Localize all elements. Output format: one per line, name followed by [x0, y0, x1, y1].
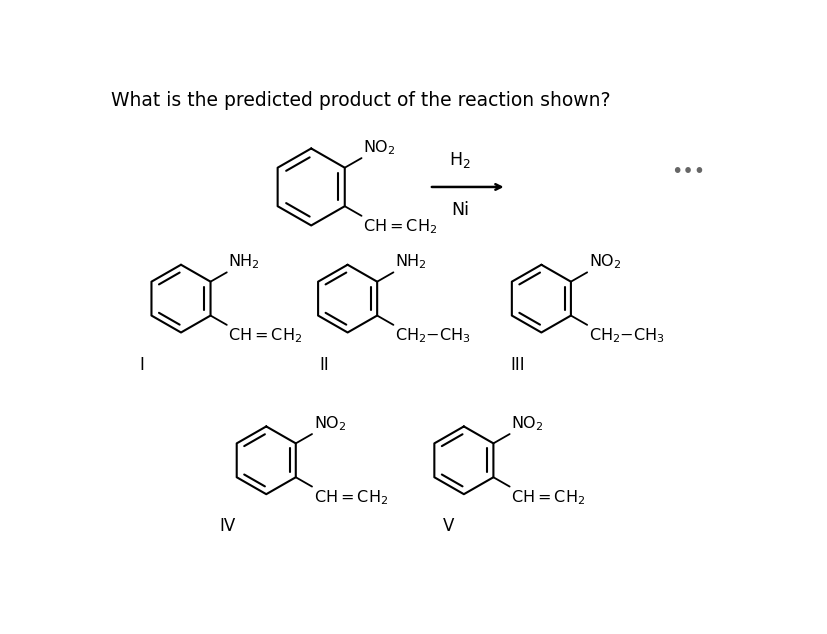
Text: CH$=$CH$_2$: CH$=$CH$_2$: [363, 217, 437, 236]
Text: •••: •••: [671, 162, 705, 181]
Text: CH$=$CH$_2$: CH$=$CH$_2$: [510, 488, 585, 507]
Text: NO$_2$: NO$_2$: [363, 138, 395, 157]
Text: What is the predicted product of the reaction shown?: What is the predicted product of the rea…: [111, 91, 610, 110]
Text: Ni: Ni: [451, 201, 468, 219]
Text: CH$=$CH$_2$: CH$=$CH$_2$: [313, 488, 387, 507]
Text: III: III: [510, 356, 525, 373]
Text: NH$_2$: NH$_2$: [394, 252, 426, 271]
Text: CH$=$CH$_2$: CH$=$CH$_2$: [228, 327, 302, 345]
Text: NH$_2$: NH$_2$: [228, 252, 260, 271]
Text: H$_2$: H$_2$: [448, 150, 471, 170]
Text: II: II: [319, 356, 329, 373]
Text: CH$_2$$-$CH$_3$: CH$_2$$-$CH$_3$: [394, 327, 471, 345]
Text: NO$_2$: NO$_2$: [313, 414, 346, 432]
Text: I: I: [140, 356, 145, 373]
Text: NO$_2$: NO$_2$: [588, 252, 620, 271]
Text: V: V: [442, 517, 453, 535]
Text: NO$_2$: NO$_2$: [510, 414, 543, 432]
Text: CH$_2$$-$CH$_3$: CH$_2$$-$CH$_3$: [588, 327, 664, 345]
Text: IV: IV: [219, 517, 236, 535]
